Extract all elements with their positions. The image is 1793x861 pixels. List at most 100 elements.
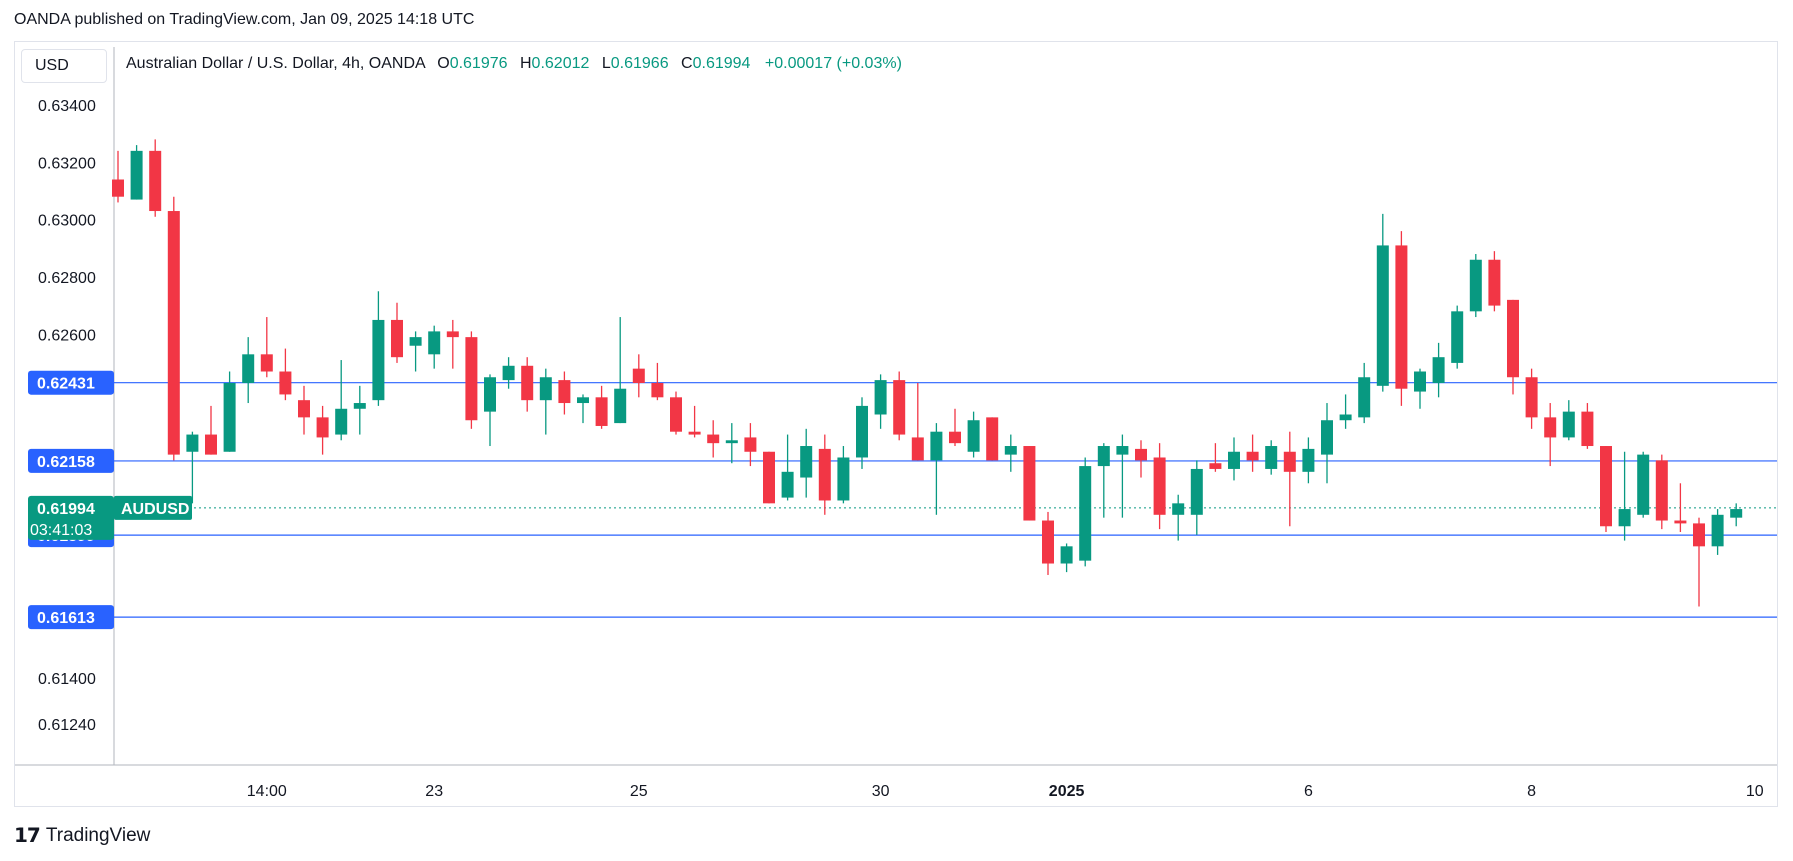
candle-body	[1674, 520, 1687, 524]
candle-body	[1302, 448, 1315, 472]
candle-body	[707, 434, 720, 444]
y-tick-label: 0.63200	[38, 155, 96, 172]
open-value: 0.61976	[449, 55, 508, 72]
candle-body	[670, 397, 682, 432]
level-price-tag	[28, 370, 114, 395]
candle-body	[1265, 446, 1278, 469]
level-price-label: 0.61613	[37, 610, 95, 627]
footer[interactable]: 𝟭𝟳 TradingView	[14, 823, 150, 848]
candle-body	[1395, 245, 1408, 389]
low-value: 0.61966	[610, 55, 669, 72]
close-label: C	[681, 55, 693, 72]
low-label: L	[601, 55, 611, 72]
candle-body	[577, 397, 589, 404]
candle-body	[112, 179, 124, 197]
candle-body	[1637, 454, 1650, 515]
candle-body	[391, 319, 403, 358]
candle-body	[763, 451, 775, 504]
close-value: 0.61994	[692, 55, 751, 72]
candle-body	[1135, 448, 1147, 461]
candle-body	[298, 400, 310, 418]
x-tick-label: 14:00	[247, 783, 287, 800]
candle-body	[1451, 311, 1464, 363]
last-price-label: 0.61994	[37, 501, 95, 518]
level-price-tag	[28, 605, 114, 630]
candle-body	[1190, 468, 1203, 515]
candle-body	[446, 331, 459, 338]
candle-body	[744, 437, 757, 452]
x-tick-label: 25	[630, 783, 648, 800]
candle-body	[614, 388, 627, 424]
candle-body	[1209, 463, 1222, 469]
candle-body	[1376, 245, 1389, 386]
candle-body	[1469, 259, 1482, 312]
high-label: H	[519, 55, 532, 72]
candle-body	[1488, 259, 1501, 306]
candle-body	[260, 354, 273, 372]
x-tick-label: 23	[425, 783, 443, 800]
candle-body	[1116, 446, 1129, 455]
candle-body	[167, 211, 180, 455]
change-value: +0.00017 (+0.03%)	[764, 55, 902, 72]
y-tick-label: 0.63000	[38, 213, 96, 230]
candle-body	[1097, 446, 1110, 467]
y-tick-label: 0.63400	[38, 98, 96, 115]
symbol-tag	[114, 495, 192, 520]
level-price-tag	[28, 448, 114, 473]
candle-body	[205, 434, 217, 455]
candle-body	[856, 405, 868, 458]
candle-body	[242, 354, 255, 383]
candle-body	[1358, 377, 1371, 418]
candle-body	[1693, 523, 1705, 547]
symbol-legend: Australian Dollar / U.S. Dollar, 4h, OAN…	[126, 55, 902, 73]
last-price-tag	[28, 495, 114, 540]
footer-brand: TradingView	[45, 824, 151, 846]
candle-body	[1525, 377, 1538, 418]
candle-body	[1246, 451, 1259, 461]
candle-body	[1060, 546, 1073, 564]
candle-body	[539, 377, 552, 401]
candle-body	[781, 471, 794, 498]
candle-body	[1655, 460, 1668, 521]
candle-body	[1228, 451, 1240, 469]
candle-body	[1544, 417, 1557, 438]
candle-body	[1618, 509, 1631, 527]
y-tick-label: 0.62600	[38, 327, 96, 344]
tradingview-logo-icon: 𝟭𝟳	[14, 825, 41, 847]
candle-body	[409, 337, 422, 346]
candle-body	[1562, 411, 1575, 438]
candle-body	[186, 434, 199, 452]
candle-body	[1023, 446, 1036, 521]
candle-body	[911, 437, 924, 461]
x-tick-label: 2025	[1049, 783, 1085, 800]
symbol-label: AUDUSD	[121, 501, 189, 518]
countdown-label: 03:41:03	[30, 522, 92, 539]
candle-body	[818, 448, 831, 501]
candle-body	[465, 337, 478, 421]
chart-frame[interactable]	[14, 41, 1778, 807]
candle-body	[1339, 414, 1352, 421]
candle-body	[1600, 446, 1612, 527]
candle-body	[800, 446, 813, 478]
candle-body	[372, 319, 385, 401]
y-tick-label: 0.61400	[38, 671, 96, 688]
candle-body	[502, 365, 515, 381]
candle-body	[1079, 466, 1092, 561]
candle-body	[558, 380, 571, 404]
candle-body	[967, 420, 980, 452]
candle-body	[1414, 371, 1426, 392]
x-tick-label: 6	[1304, 783, 1313, 800]
candle-body	[1004, 446, 1017, 455]
currency-selector[interactable]: USD	[21, 49, 107, 83]
candle-body	[223, 382, 236, 452]
candle-body	[930, 431, 943, 461]
candle-body	[1730, 509, 1743, 518]
candle-body	[130, 150, 143, 200]
publisher-header: OANDA published on TradingView.com, Jan …	[14, 11, 475, 28]
candle-body	[1172, 503, 1185, 515]
candle-body	[279, 371, 292, 395]
candle-body	[1432, 357, 1445, 383]
y-tick-label: 0.62800	[38, 270, 96, 287]
candle-body	[353, 403, 366, 409]
